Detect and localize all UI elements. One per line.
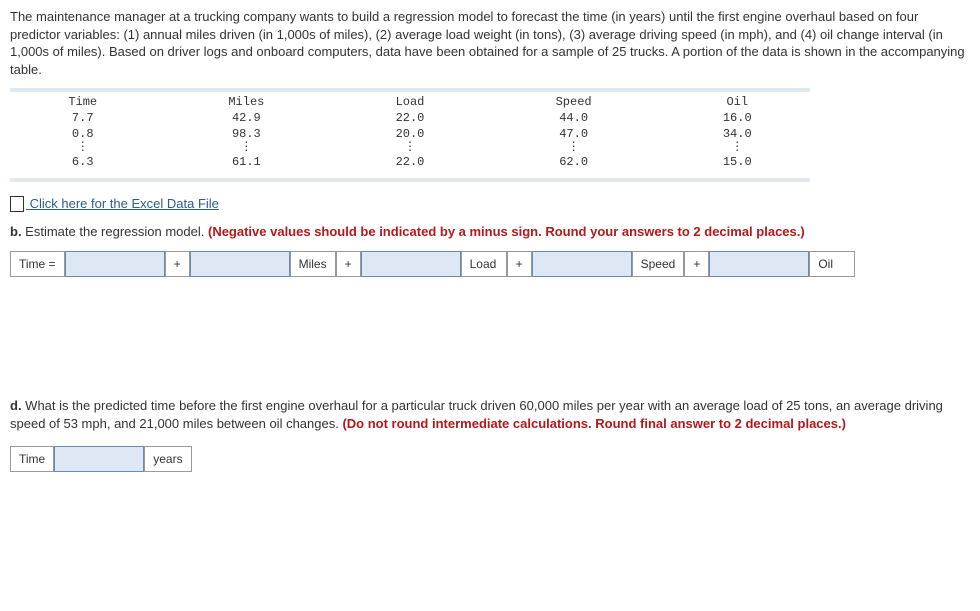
cell: 7.7 [10, 110, 155, 126]
years-label: years [144, 446, 191, 472]
load-var-label: Load [461, 251, 507, 277]
part-d-instruction: (Do not round intermediate calculations.… [342, 416, 845, 431]
vdots: ⋮ [483, 142, 665, 154]
vdots: ⋮ [337, 142, 482, 154]
col-header-speed: Speed [483, 94, 665, 110]
plus-4: + [684, 251, 709, 277]
col-header-oil: Oil [665, 94, 810, 110]
problem-intro: The maintenance manager at a trucking co… [10, 8, 970, 78]
file-icon [10, 196, 24, 212]
cell: 62.0 [483, 154, 665, 170]
cell: 42.9 [155, 110, 337, 126]
cell: 22.0 [337, 110, 482, 126]
miles-coef-input[interactable] [190, 251, 290, 277]
oil-var-label: Oil [809, 251, 855, 277]
vdots: ⋮ [10, 142, 155, 154]
regression-equation-row: Time = + Miles + Load + Speed + Oil [10, 251, 970, 277]
plus-1: + [165, 251, 190, 277]
time-answer-row: Time years [10, 446, 970, 472]
part-d-prefix: d. [10, 398, 22, 413]
plus-3: + [507, 251, 532, 277]
load-coef-input[interactable] [361, 251, 461, 277]
cell: 44.0 [483, 110, 665, 126]
excel-file-link[interactable]: Click here for the Excel Data File [26, 196, 219, 211]
miles-var-label: Miles [290, 251, 336, 277]
excel-file-link-container: Click here for the Excel Data File [10, 196, 970, 213]
cell: 15.0 [665, 154, 810, 170]
cell: 16.0 [665, 110, 810, 126]
time-label: Time [10, 446, 54, 472]
data-table: Time Miles Load Speed Oil 7.7 42.9 22.0 … [10, 94, 810, 170]
vdots: ⋮ [665, 142, 810, 154]
part-b-text: Estimate the regression model. [22, 224, 208, 239]
col-header-miles: Miles [155, 94, 337, 110]
part-d-label: d. What is the predicted time before the… [10, 397, 970, 432]
table-header-row: Time Miles Load Speed Oil [10, 94, 810, 110]
table-row: 6.3 61.1 22.0 62.0 15.0 [10, 154, 810, 170]
plus-2: + [336, 251, 361, 277]
part-b-instruction: (Negative values should be indicated by … [208, 224, 805, 239]
table-row: 7.7 42.9 22.0 44.0 16.0 [10, 110, 810, 126]
speed-coef-input[interactable] [532, 251, 632, 277]
part-b-prefix: b. [10, 224, 22, 239]
table-row-vdots: ⋮ ⋮ ⋮ ⋮ ⋮ [10, 142, 810, 154]
time-value-input[interactable] [54, 446, 144, 472]
speed-var-label: Speed [632, 251, 685, 277]
cell: 6.3 [10, 154, 155, 170]
table-bottom-bar [10, 178, 810, 182]
intercept-input[interactable] [65, 251, 165, 277]
vdots: ⋮ [155, 142, 337, 154]
part-b-label: b. Estimate the regression model. (Negat… [10, 224, 970, 239]
cell: 22.0 [337, 154, 482, 170]
table-top-bar [10, 88, 810, 92]
col-header-time: Time [10, 94, 155, 110]
spacer [10, 287, 970, 397]
cell: 61.1 [155, 154, 337, 170]
oil-coef-input[interactable] [709, 251, 809, 277]
time-equals-label: Time = [10, 251, 65, 277]
col-header-load: Load [337, 94, 482, 110]
